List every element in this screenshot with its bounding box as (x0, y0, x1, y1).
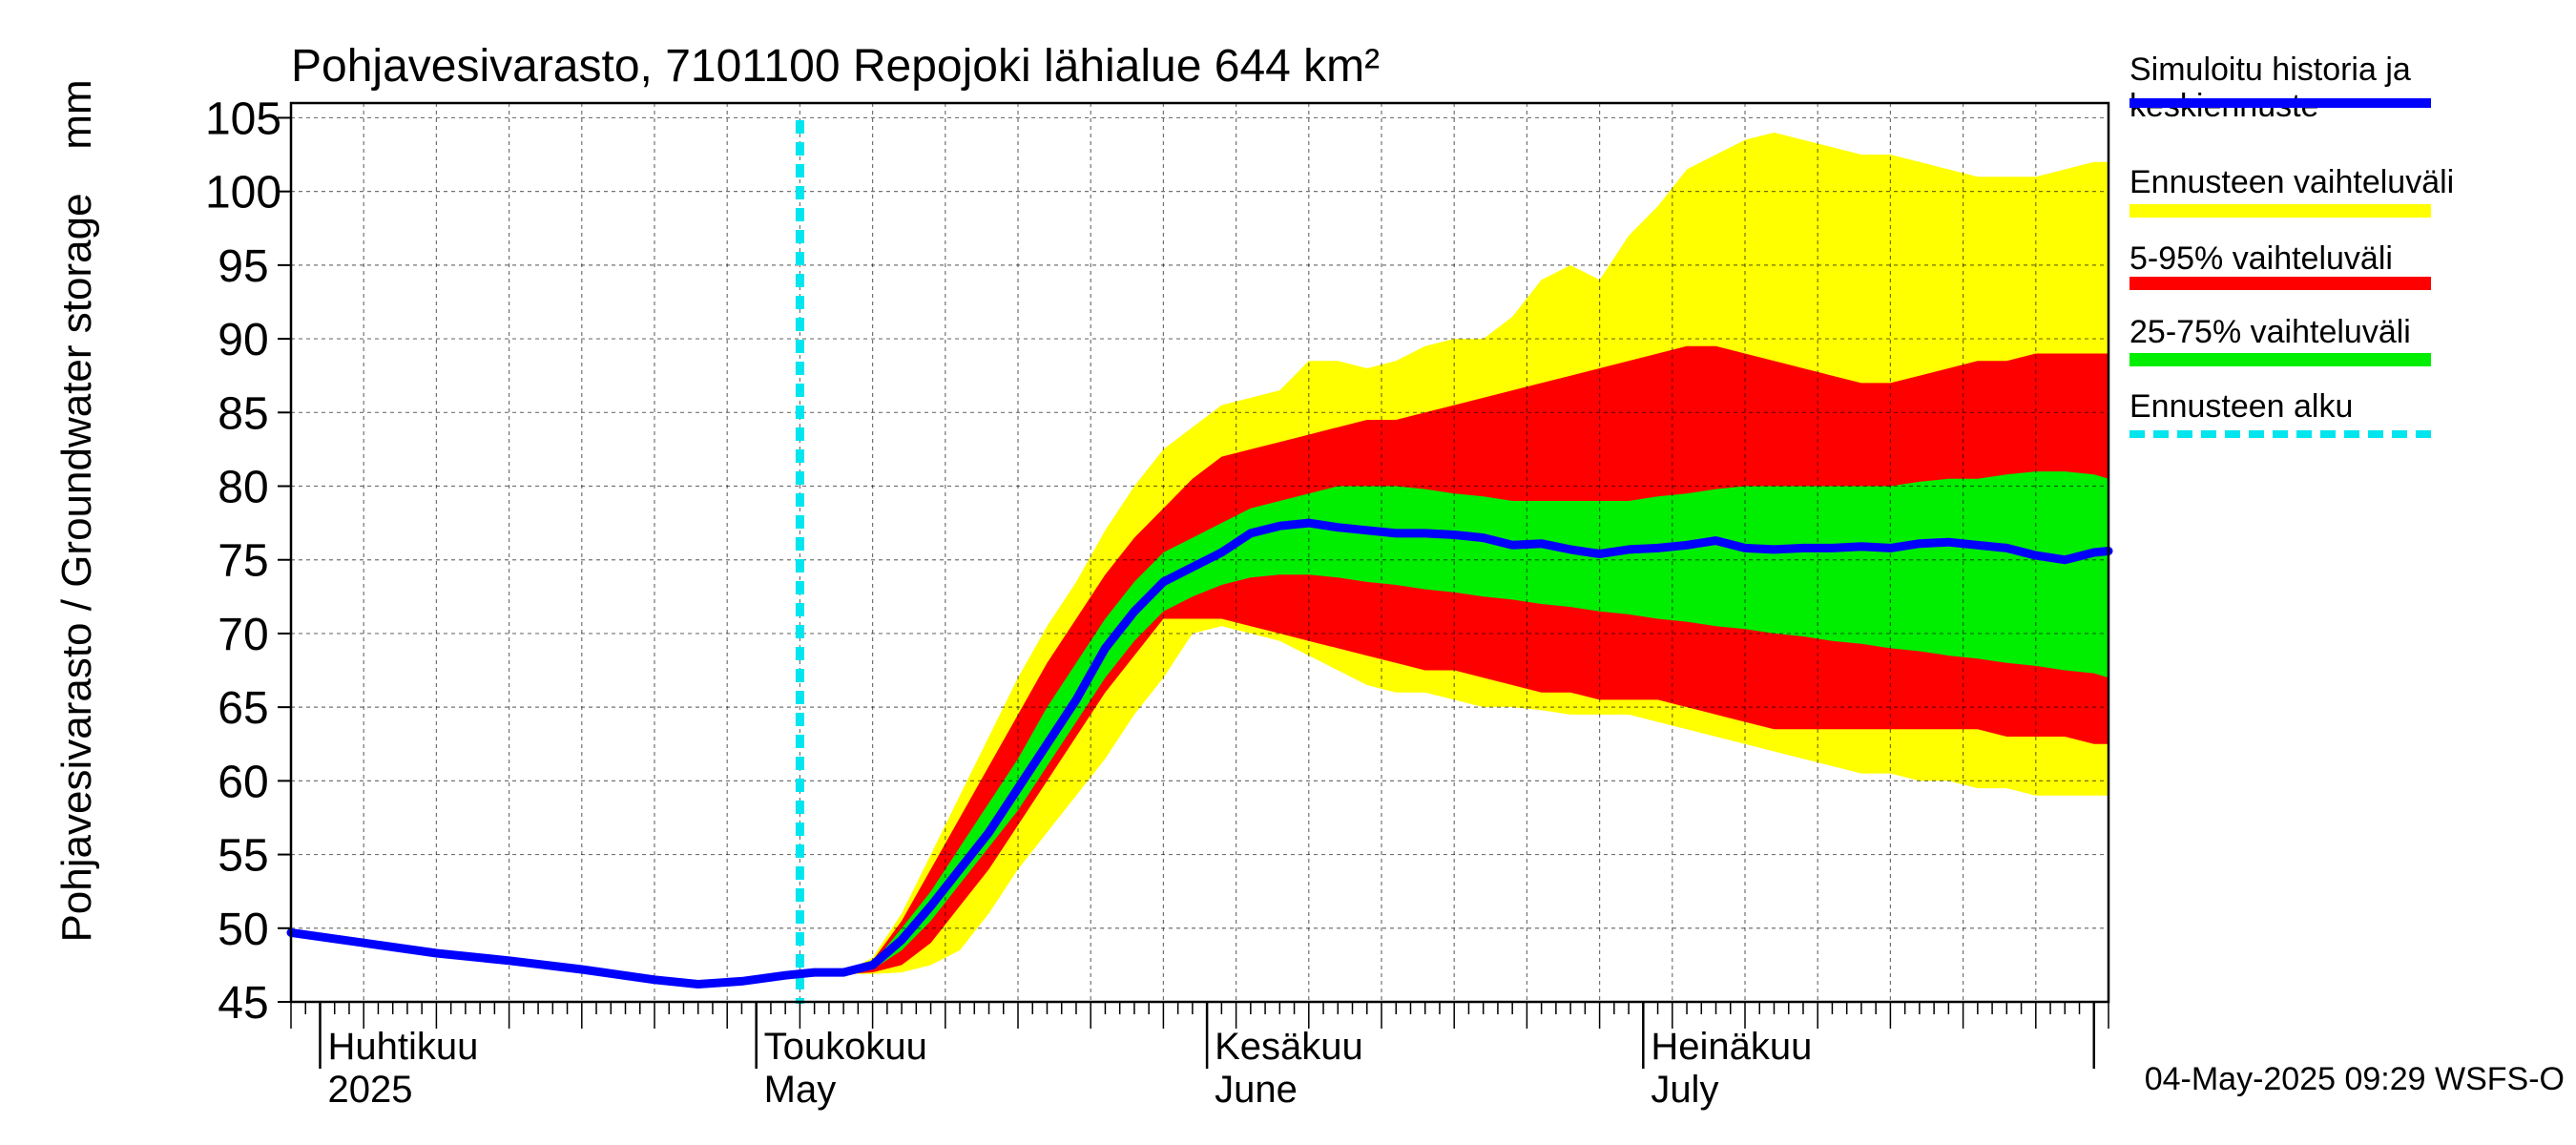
legend-label: 5-95% vaihteluväli (2129, 240, 2393, 277)
month-label-fi: Heinäkuu (1651, 1026, 1812, 1068)
y-tick-label: 85 (218, 388, 268, 439)
legend: Simuloitu historia jakeskiennusteEnnuste… (2129, 52, 2454, 438)
legend-label: Ennusteen alku (2129, 388, 2353, 425)
footer-timestamp: 04-May-2025 09:29 WSFS-O (2145, 1061, 2565, 1097)
plot-frame (289, 101, 2110, 1004)
y-tick-label: 45 (218, 978, 268, 1029)
month-label-fi: Kesäkuu (1215, 1026, 1363, 1068)
plot-area: 45 50 55 60 65 70 75 80 85 90 95 100 105 Huhtikuu2025… (205, 94, 2113, 1111)
y-tick-label: 100 (205, 168, 281, 219)
y-tick-label: 90 (218, 315, 268, 365)
month-label-en: 2025 (327, 1069, 412, 1111)
legend-label: Simuloitu historia ja (2129, 52, 2411, 88)
y-tick-label: 60 (218, 757, 268, 807)
y-axis-label: Pohjavesivarasto / Groundwater storage (53, 193, 100, 942)
y-tick-label: 50 (218, 905, 268, 955)
y-tick-label: 105 (205, 94, 281, 144)
y-tick-label: 95 (218, 241, 268, 292)
median-line (286, 518, 2113, 989)
month-label-en: July (1651, 1069, 1718, 1111)
y-tick-label: 55 (218, 831, 268, 882)
month-label-fi: Toukokuu (764, 1026, 927, 1068)
y-axis-unit-group: mm (53, 79, 100, 149)
y-tick-label: 75 (218, 536, 268, 587)
month-label-en: May (764, 1069, 837, 1111)
legend-label: Ennusteen vaihteluväli (2129, 164, 2454, 200)
y-tick-label: 80 (218, 463, 268, 513)
y-tick-label: 70 (218, 610, 268, 660)
month-label-en: June (1215, 1069, 1298, 1111)
band-p25-75-area (785, 471, 2109, 976)
y-axis-label-group: Pohjavesivarasto / Groundwater storage (53, 193, 100, 942)
month-label-fi: Huhtikuu (327, 1026, 478, 1068)
y-tick-label: 65 (218, 683, 268, 734)
chart-title: Pohjavesivarasto, 7101100 Repojoki lähia… (291, 41, 1380, 92)
legend-label: 25-75% vaihteluväli (2129, 314, 2411, 350)
y-axis-unit: mm (53, 79, 100, 149)
